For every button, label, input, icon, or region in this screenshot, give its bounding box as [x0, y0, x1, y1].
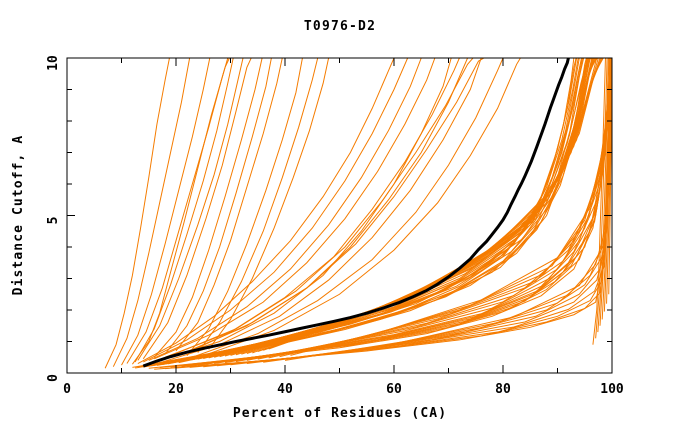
x-tick-label: 100	[600, 382, 624, 397]
y-axis-label: Distance Cutoff, A	[11, 135, 26, 296]
x-tick-label: 20	[168, 382, 184, 397]
series-curve	[599, 58, 611, 326]
series-curve	[203, 58, 521, 357]
series-curve	[137, 58, 244, 361]
y-tick-label: 10	[46, 55, 61, 71]
series-curve	[159, 58, 452, 361]
x-axis-label: Percent of Residues (CA)	[233, 406, 447, 421]
series-curve	[143, 58, 409, 363]
series-curve	[121, 58, 211, 366]
series-curve	[148, 58, 422, 361]
series-curve	[181, 58, 485, 355]
series-curve	[137, 58, 395, 364]
series-curve	[142, 58, 252, 360]
series-curve	[170, 58, 474, 357]
series-curve	[154, 58, 436, 360]
series-curve	[595, 58, 608, 339]
x-tick-label: 0	[63, 382, 71, 397]
x-tick-label: 40	[277, 382, 293, 397]
series-curve	[112, 58, 191, 367]
series-curve	[104, 58, 170, 369]
series-curve	[197, 58, 612, 366]
series-curve	[164, 58, 272, 355]
series-curve	[208, 58, 330, 350]
series-curve	[597, 58, 609, 333]
x-tick-label: 80	[495, 382, 511, 397]
highlight-series-curve	[142, 58, 570, 368]
series-layer	[104, 58, 612, 370]
chart-title: T0976-D2	[304, 19, 376, 34]
series-curve	[134, 58, 234, 363]
series-curve	[153, 58, 263, 358]
tick-label-layer: 0 20 40 60 80 100 0 5 10	[46, 55, 624, 397]
series-curve	[156, 58, 482, 365]
y-tick-label: 5	[46, 217, 61, 225]
series-curve	[592, 58, 606, 345]
y-tick-label: 0	[46, 374, 61, 382]
series-curve	[601, 58, 612, 320]
series-curve	[192, 58, 504, 358]
series-curve	[175, 58, 283, 352]
x-tick-label: 60	[386, 382, 402, 397]
axes-frame	[66, 57, 613, 374]
series-curve	[197, 58, 319, 353]
